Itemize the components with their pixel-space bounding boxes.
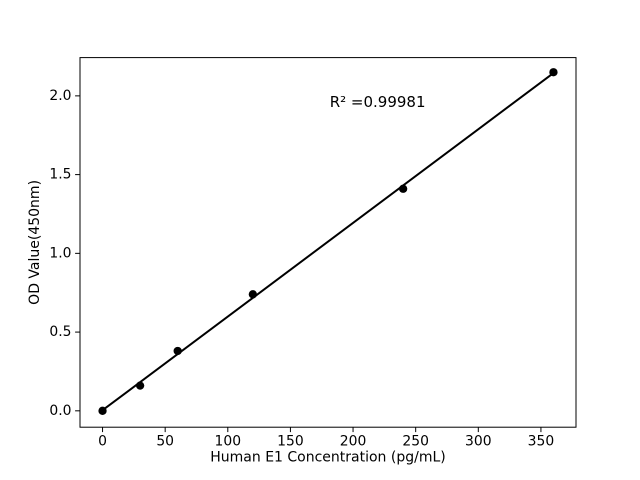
y-tick-label: 1.5 xyxy=(49,167,71,183)
x-tick-label: 350 xyxy=(528,433,555,449)
r-squared-annotation: R² =0.99981 xyxy=(330,93,426,111)
x-tick-label: 150 xyxy=(277,433,304,449)
x-tick-label: 100 xyxy=(215,433,242,449)
data-point xyxy=(135,381,145,390)
y-axis-label: OD Value(450nm) xyxy=(27,180,43,305)
x-axis-label: Human E1 Concentration (pg/mL) xyxy=(210,450,445,466)
y-tick-label: 1.0 xyxy=(49,245,71,261)
data-point xyxy=(549,68,558,77)
data-point xyxy=(399,184,408,193)
fit-line xyxy=(101,72,555,412)
data-point xyxy=(173,346,182,356)
x-tick-label: 200 xyxy=(340,433,367,449)
y-tick-label: 0.5 xyxy=(49,324,71,340)
y-tick-label: 2.0 xyxy=(49,88,71,104)
x-tick-label: 250 xyxy=(402,433,429,449)
axes-frame xyxy=(79,57,577,428)
x-tick-label: 0 xyxy=(98,433,107,449)
x-tick-label: 300 xyxy=(465,433,492,449)
y-tick-label: 0.0 xyxy=(49,403,71,419)
data-point xyxy=(248,290,257,299)
x-tick-label: 50 xyxy=(156,433,174,449)
chart-layer: 0 50 100 150 200 250 300 350 0.0 0.5 1.0 1.5 2.0 xyxy=(49,57,577,449)
data-point xyxy=(98,406,107,415)
